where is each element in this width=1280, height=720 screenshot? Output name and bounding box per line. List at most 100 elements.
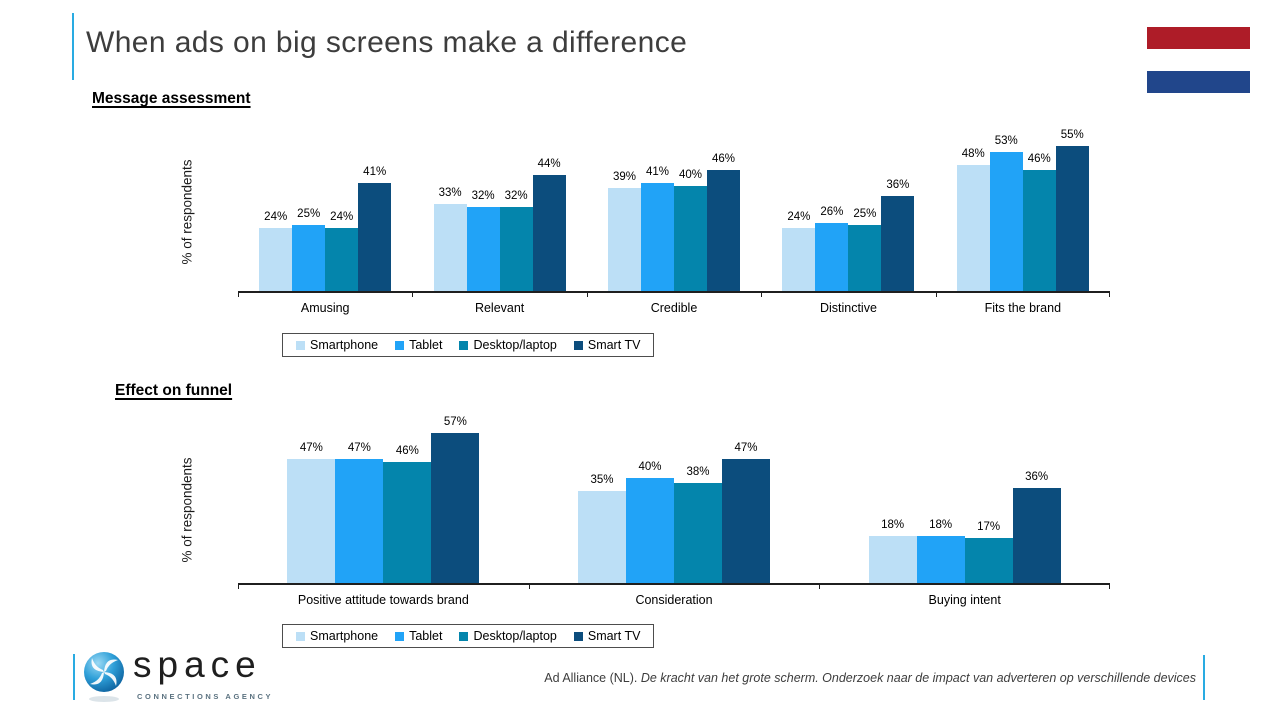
- legend-marker: [395, 631, 405, 641]
- x-axis-category-labels: Amusing Relevant Credible Distinctive Fits t…: [238, 301, 1110, 315]
- bar-tablet: 32%: [466, 190, 500, 291]
- bar-value-label: 38%: [686, 466, 710, 478]
- category-label: Amusing: [300, 301, 350, 315]
- bar-group: 48% 53% 46% 55%: [936, 129, 1110, 291]
- legend-label: Smart TV: [587, 629, 641, 643]
- legend-item-smartphone: Smartphone: [296, 629, 378, 643]
- axis-tick: [238, 583, 239, 589]
- bar-value-label: 17%: [977, 521, 1001, 533]
- axis-tick: [761, 291, 763, 297]
- bar-value-label: 33%: [438, 187, 462, 199]
- bar-value-label: 40%: [678, 169, 702, 181]
- bar-value-label: 18%: [881, 519, 905, 531]
- bar-smart-tv: 55%: [1055, 129, 1089, 291]
- bar-value-label: 26%: [820, 206, 844, 218]
- axis-tick: [412, 291, 414, 297]
- legend-marker: [296, 340, 305, 350]
- bar-desktop-laptop: 17%: [964, 521, 1013, 583]
- bar-desktop-laptop: 46%: [383, 445, 432, 583]
- plot-area: 24% 25% 24% 41% 33% 32% 32% 44% 39% 41% 40% 46% 24% 2…: [238, 129, 1110, 297]
- bar-tablet: 41%: [640, 166, 674, 291]
- legend-marker: [296, 631, 305, 641]
- bar-smartphone: 47%: [287, 442, 336, 583]
- category-label: Relevant: [474, 301, 525, 315]
- legend-item-desktop-laptop: Desktop/laptop: [459, 338, 557, 352]
- plot-area: 47% 47% 46% 57% 35% 40% 38% 47% 18% 18% 17% 36%: [238, 416, 1110, 589]
- category-label: Buying intent: [928, 593, 1001, 607]
- bar-tablet: 18%: [916, 519, 965, 583]
- bar-tablet: 26%: [815, 206, 849, 291]
- bar-value-label: 57%: [443, 416, 467, 428]
- bar-value-label: 41%: [645, 166, 669, 178]
- bar-tablet: 25%: [292, 208, 326, 291]
- bar-desktop-laptop: 24%: [325, 211, 359, 291]
- legend: Smartphone Tablet Desktop/laptop Smart TV: [282, 624, 655, 648]
- legend-label: Smartphone: [310, 629, 379, 643]
- bar-desktop-laptop: 25%: [848, 208, 882, 291]
- bar-value-label: 47%: [299, 442, 323, 454]
- bar-smart-tv: 41%: [358, 166, 392, 291]
- bar-value-label: 46%: [1027, 153, 1051, 165]
- legend-label: Smartphone: [310, 338, 379, 352]
- bar-value-label: 25%: [297, 208, 321, 220]
- title-accent-bar: [72, 13, 74, 80]
- bar-smartphone: 35%: [577, 474, 626, 583]
- bar-value-label: 24%: [330, 211, 354, 223]
- bar-group: 24% 25% 24% 41%: [238, 130, 412, 291]
- bar-group: 35% 40% 38% 47%: [529, 420, 820, 583]
- category-label: Fits the brand: [984, 301, 1062, 315]
- bar-value-label: 46%: [395, 445, 419, 457]
- bar-value-label: 40%: [638, 461, 662, 473]
- page-title: When ads on big screens make a differenc…: [86, 26, 688, 59]
- footer-accent-bar: [1203, 655, 1205, 700]
- axis-tick: [1109, 583, 1110, 589]
- bar-value-label: 36%: [1025, 471, 1049, 483]
- bar-smartphone: 18%: [868, 519, 917, 583]
- bar-smartphone: 24%: [259, 211, 293, 291]
- legend-label: Desktop/laptop: [473, 338, 557, 352]
- chart-heading: Message assessment: [92, 90, 251, 107]
- flag-stripe-red: [1147, 27, 1250, 49]
- legend-item-smart-tv: Smart TV: [573, 338, 640, 352]
- axis-tick: [528, 583, 530, 589]
- x-axis-category-labels: Positive attitude towards brand Considera…: [238, 593, 1110, 607]
- legend-marker: [459, 340, 469, 350]
- bar-desktop-laptop: 32%: [499, 190, 533, 291]
- bar-value-label: 39%: [612, 171, 636, 183]
- legend-marker: [573, 340, 583, 350]
- bar-value-label: 18%: [929, 519, 953, 531]
- legend-marker: [395, 340, 405, 350]
- space-logo-wordmark: space: [133, 644, 262, 685]
- legend-item-smartphone: Smartphone: [296, 338, 378, 352]
- bar-smartphone: 48%: [956, 148, 990, 291]
- bar-value-label: 48%: [961, 148, 985, 160]
- legend: Smartphone Tablet Desktop/laptop Smart TV: [282, 333, 655, 357]
- bar-value-label: 25%: [853, 208, 877, 220]
- bar-smart-tv: 36%: [1012, 471, 1061, 583]
- bar-group: 39% 41% 40% 46%: [587, 130, 761, 291]
- bar-value-label: 46%: [711, 153, 735, 165]
- category-label: Consideration: [635, 593, 713, 607]
- space-logo-tagline: CONNECTIONS AGENCY: [137, 692, 274, 701]
- chart-heading: Effect on funnel: [115, 382, 233, 399]
- citation-source: Ad Alliance (NL).: [544, 671, 638, 685]
- bar-value-label: 36%: [886, 179, 910, 191]
- space-logo-sphere-icon: [84, 652, 124, 702]
- bar-smart-tv: 36%: [881, 179, 915, 291]
- bar-value-label: 24%: [264, 211, 288, 223]
- logo-accent-bar: [73, 654, 75, 700]
- source-citation: Ad Alliance (NL). De kracht van het grot…: [544, 671, 1196, 685]
- category-label: Credible: [650, 301, 698, 315]
- bar-smart-tv: 44%: [532, 158, 566, 291]
- bar-group: 47% 47% 46% 57%: [238, 416, 529, 583]
- legend-item-smart-tv: Smart TV: [573, 629, 641, 643]
- bar-value-label: 55%: [1060, 129, 1084, 141]
- legend-label: Tablet: [409, 338, 443, 352]
- bar-value-label: 53%: [994, 135, 1018, 147]
- bar-tablet: 53%: [989, 135, 1023, 291]
- bar-value-label: 47%: [347, 442, 371, 454]
- axis-tick: [935, 291, 937, 297]
- bar-group: 33% 32% 32% 44%: [412, 130, 586, 291]
- bar-value-label: 47%: [734, 442, 758, 454]
